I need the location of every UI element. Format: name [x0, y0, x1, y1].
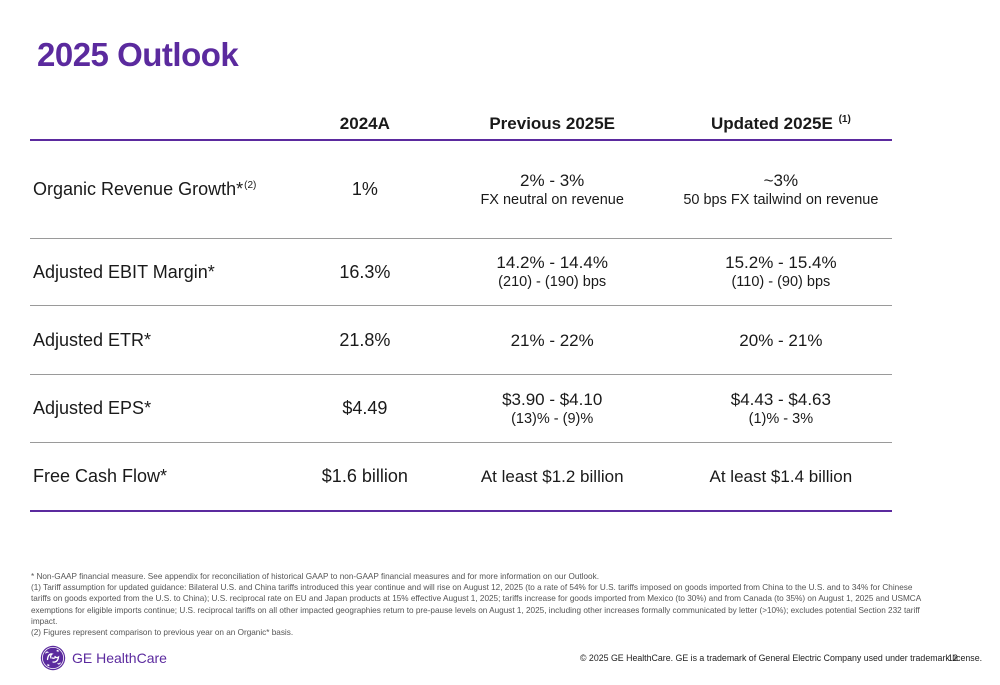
copyright-notice: © 2025 GE HealthCare. GE is a trademark … — [580, 653, 983, 663]
header-updated-2025e-label: Updated 2025E — [710, 113, 833, 133]
metric-label: Organic Revenue Growth*(2) — [30, 179, 295, 200]
footnote-ref-1: (1) — [838, 113, 851, 125]
value-updated-sub: 50 bps FX tailwind on revenue — [683, 191, 879, 208]
header-updated-2025e: Updated 2025E (1) — [670, 114, 892, 134]
value-previous-main: 2% - 3% — [520, 170, 585, 190]
header-2024a: 2024A — [339, 113, 390, 133]
table-row: Adjusted ETR* 21.8% 21% - 22% 20% - 21% — [30, 306, 892, 375]
metric-label: Adjusted ETR* — [33, 329, 152, 350]
value-2024a: $4.49 — [342, 398, 388, 418]
value-2024a: 16.3% — [339, 261, 391, 282]
value-updated-main: At least $1.4 billion — [709, 467, 853, 486]
value-previous-sub: (13)% - (9)% — [511, 410, 594, 427]
value-previous-main: $3.90 - $4.10 — [502, 389, 603, 409]
table-row: Organic Revenue Growth*(2) 1% 2% - 3% FX… — [30, 141, 892, 239]
value-previous-2025e: 21% - 22% — [435, 330, 670, 351]
ge-monogram-icon — [40, 645, 66, 671]
footnote-ref-2: (2) — [244, 180, 257, 191]
value-updated-main: $4.43 - $4.63 — [730, 389, 831, 409]
metric-label: Adjusted EPS* — [33, 398, 152, 418]
page-title: 2025 Outlook — [37, 36, 239, 73]
value-previous-2025e: At least $1.2 billion — [435, 466, 670, 487]
value-previous-2025e: 14.2% - 14.4% (210) - (190) bps — [435, 252, 670, 292]
value-previous-sub: FX neutral on revenue — [480, 191, 624, 208]
value-updated-main: 15.2% - 15.4% — [725, 253, 837, 272]
value-updated-sub: (110) - (90) bps — [731, 274, 831, 290]
metric-label: Free Cash Flow* — [33, 466, 168, 486]
table-row: Adjusted EBIT Margin* 16.3% 14.2% - 14.4… — [30, 239, 892, 306]
footnote-1-tariff: (1) Tariff assumption for updated guidan… — [31, 583, 921, 626]
value-previous-main: 14.2% - 14.4% — [496, 253, 608, 272]
page-number: 12 — [948, 653, 958, 663]
value-previous-2025e: $3.90 - $4.10 (13)% - (9)% — [435, 389, 670, 429]
value-previous-sub: (210) - (190) bps — [498, 274, 607, 290]
value-2024a: 21.8% — [339, 329, 391, 350]
value-updated-2025e: 15.2% - 15.4% (110) - (90) bps — [670, 252, 892, 292]
table-row: Adjusted EPS* $4.49 $3.90 - $4.10 (13)% … — [30, 375, 892, 443]
footnotes: * Non-GAAP financial measure. See append… — [31, 571, 931, 638]
value-2024a: 1% — [351, 179, 378, 199]
metric-label: Adjusted EBIT Margin* — [33, 261, 215, 282]
value-updated-2025e: ~3% 50 bps FX tailwind on revenue — [670, 170, 892, 210]
value-updated-2025e: $4.43 - $4.63 (1)% - 3% — [670, 389, 892, 429]
outlook-table: 2024A Previous 2025E Updated 2025E (1) O… — [30, 108, 892, 512]
value-updated-main: 20% - 21% — [739, 330, 823, 350]
footnote-non-gaap: * Non-GAAP financial measure. See append… — [31, 572, 599, 581]
table-row: Free Cash Flow* $1.6 billion At least $1… — [30, 443, 892, 512]
ge-healthcare-logo: GE HealthCare — [40, 645, 167, 671]
value-updated-2025e: 20% - 21% — [670, 330, 892, 351]
value-2024a: $1.6 billion — [321, 466, 408, 486]
value-previous-main: 21% - 22% — [510, 330, 594, 350]
value-previous-2025e: 2% - 3% FX neutral on revenue — [435, 170, 670, 210]
value-previous-main: At least $1.2 billion — [480, 467, 624, 486]
footnote-2-organic: (2) Figures represent comparison to prev… — [31, 628, 294, 638]
table-header-row: 2024A Previous 2025E Updated 2025E (1) — [30, 108, 892, 141]
header-previous-2025e: Previous 2025E — [489, 113, 616, 133]
logo-wordmark: GE HealthCare — [72, 650, 167, 666]
metric-text: Organic Revenue Growth* — [33, 179, 244, 199]
value-updated-sub: (1)% - 3% — [748, 410, 814, 427]
value-updated-main: ~3% — [763, 170, 799, 190]
value-updated-2025e: At least $1.4 billion — [670, 466, 892, 487]
